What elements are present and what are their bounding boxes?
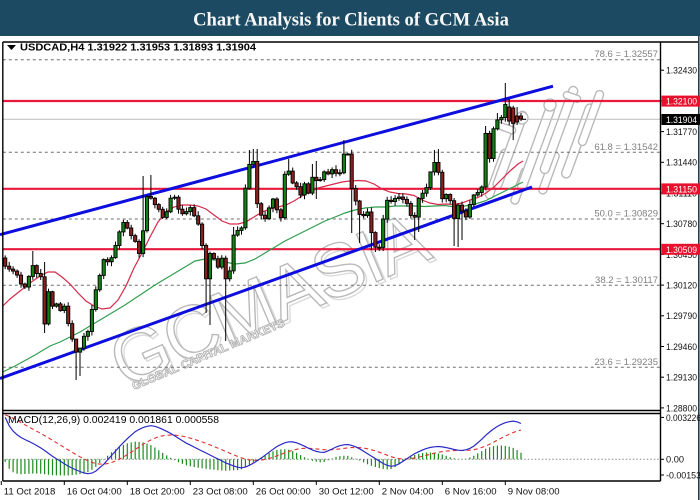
svg-text:0.00: 0.00 [666, 455, 684, 466]
svg-text:1.29790: 1.29790 [666, 311, 697, 322]
svg-text:16 Oct 04:00: 16 Oct 04:00 [67, 487, 122, 498]
svg-text:11 Oct 2018: 11 Oct 2018 [4, 487, 56, 498]
svg-text:1.29460: 1.29460 [666, 342, 697, 353]
svg-text:1.31770: 1.31770 [666, 127, 697, 138]
svg-text:9 Nov 08:00: 9 Nov 08:00 [508, 487, 560, 498]
svg-text:26 Oct 00:00: 26 Oct 00:00 [256, 487, 311, 498]
svg-text:1.32100: 1.32100 [666, 97, 697, 108]
svg-text:23 Oct 08:00: 23 Oct 08:00 [193, 487, 248, 498]
svg-text:-0.00153: -0.00153 [666, 470, 700, 481]
svg-text:1.31904: 1.31904 [666, 115, 698, 126]
svg-text:1.31440: 1.31440 [666, 158, 697, 169]
svg-text:23.6 = 1.29235: 23.6 = 1.29235 [594, 357, 658, 368]
svg-text:USDCAD,H4 1.31922 1.31953 1.3: USDCAD,H4 1.31922 1.31953 1.31893 1.3190… [20, 43, 256, 54]
svg-text:78.6 = 1.32557: 78.6 = 1.32557 [594, 49, 658, 60]
svg-text:1.28800: 1.28800 [666, 403, 697, 414]
svg-text:6 Nov 16:00: 6 Nov 16:00 [445, 487, 497, 498]
svg-text:Chart Analysis for Clients of: Chart Analysis for Clients of GCM Asia [193, 10, 509, 31]
svg-text:1.30780: 1.30780 [666, 219, 697, 230]
svg-text:0.003226: 0.003226 [666, 413, 700, 424]
svg-text:MACD(12,26,9) 0.002419 0.00186: MACD(12,26,9) 0.002419 0.001861 0.000558 [8, 415, 220, 426]
svg-text:1.30450: 1.30450 [666, 250, 697, 261]
svg-text:1.31150: 1.31150 [666, 184, 697, 195]
svg-text:50.0 = 1.30829: 50.0 = 1.30829 [594, 209, 658, 220]
svg-text:61.8 = 1.31542: 61.8 = 1.31542 [594, 142, 658, 153]
svg-text:30 Oct 12:00: 30 Oct 12:00 [319, 487, 374, 498]
svg-text:1.32430: 1.32430 [666, 66, 697, 77]
svg-text:18 Oct 20:00: 18 Oct 20:00 [130, 487, 185, 498]
svg-text:1.30120: 1.30120 [666, 281, 697, 292]
svg-text:38.2 = 1.30117: 38.2 = 1.30117 [595, 275, 658, 286]
svg-text:2 Nov 04:00: 2 Nov 04:00 [382, 487, 434, 498]
svg-text:1.30509: 1.30509 [666, 245, 697, 256]
svg-text:1.29130: 1.29130 [666, 373, 697, 384]
